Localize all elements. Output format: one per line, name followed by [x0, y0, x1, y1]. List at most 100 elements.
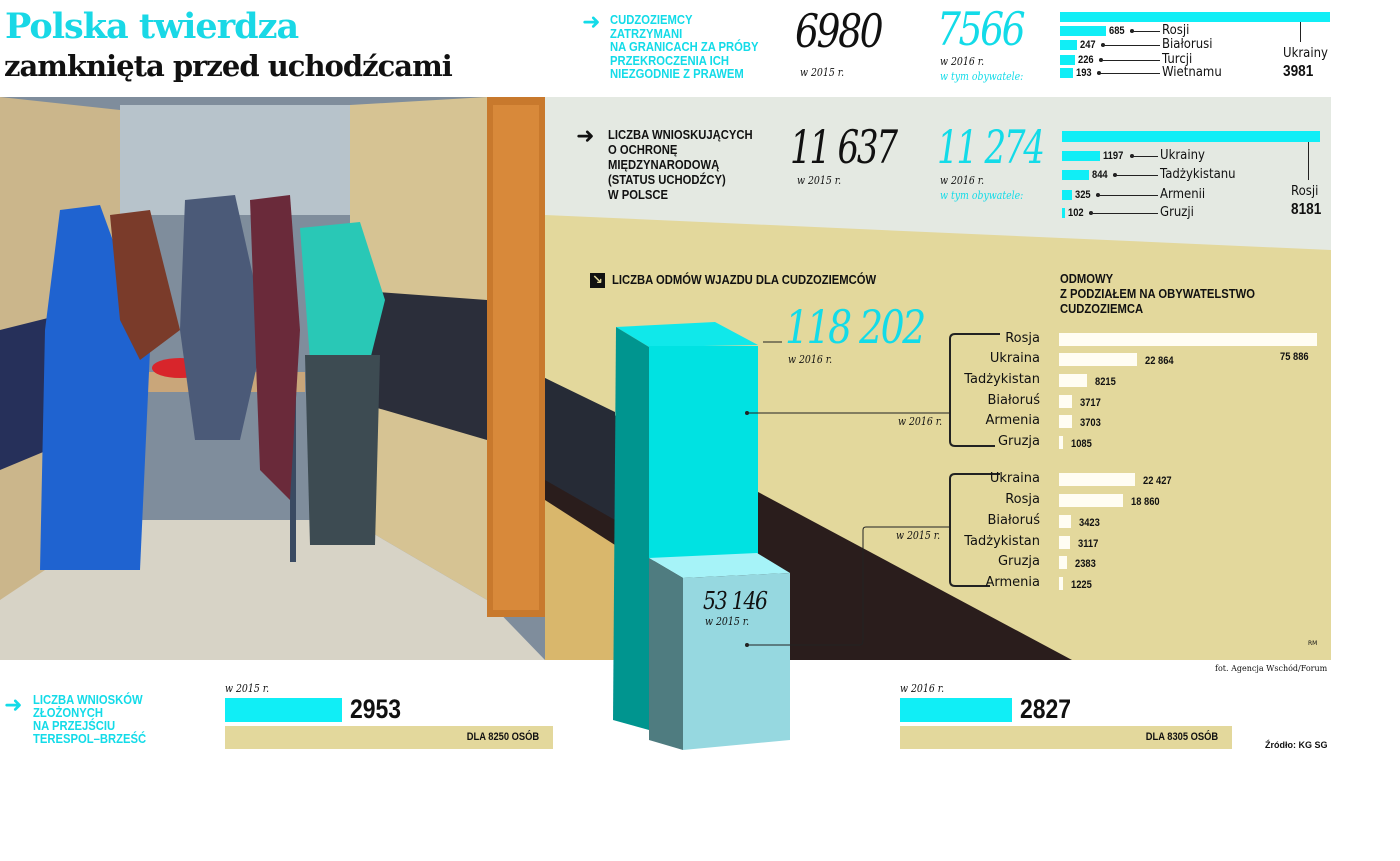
bar — [1060, 55, 1076, 65]
bar — [1062, 131, 1320, 142]
refusals-heading: LICZBA ODMÓW WJAZDU DLA CUDZOZIEMCÓW — [612, 273, 877, 287]
persons-bar: DLA 8250 OSÓB — [225, 726, 553, 749]
author-initials: RM — [1308, 640, 1318, 647]
persons-label: DLA 8250 OSÓB — [466, 731, 539, 743]
leader-line — [1089, 213, 1158, 214]
category-label: Ukraina — [989, 471, 1040, 486]
category-label: Wietnamu — [1162, 65, 1222, 80]
title-line1: Polska twierdza — [5, 6, 299, 47]
connector-dot — [745, 643, 749, 647]
category-label: Gruzji — [1160, 205, 1194, 220]
tan-floor — [545, 500, 615, 660]
bracket-2015 — [949, 473, 1000, 587]
value-label: 325 — [1075, 189, 1091, 201]
bar — [1059, 556, 1068, 569]
persons-bar: DLA 8305 OSÓB — [900, 726, 1232, 749]
column-2015-front — [683, 573, 790, 750]
value-label: 685 — [1109, 25, 1126, 37]
title-line: CUDZOZIEMCA — [1060, 302, 1144, 316]
category-label: Turcji — [1162, 52, 1193, 67]
connector-dot — [745, 411, 749, 415]
bar — [1059, 577, 1064, 590]
leader-line — [1112, 175, 1158, 176]
value-label: 2953 — [350, 694, 402, 724]
bar — [1059, 395, 1072, 408]
bar — [1059, 415, 1072, 428]
bar — [900, 698, 1012, 722]
bar — [1060, 40, 1077, 50]
dark-wall-band — [545, 378, 615, 520]
detained-2016-label: w 2016 r. — [940, 55, 985, 68]
category-label: Rosji — [1291, 184, 1319, 199]
caption-line: ZATRZYMANI — [610, 26, 683, 41]
category-label: Rosji — [1162, 23, 1190, 38]
detained-2015-value: 6980 — [795, 4, 884, 58]
value-label: 3981 — [1283, 63, 1314, 80]
value-label: 247 — [1079, 39, 1096, 51]
value-label: 3717 — [1079, 397, 1101, 409]
value-label: 18 860 — [1131, 496, 1160, 508]
category-label: Ukrainy — [1160, 148, 1205, 163]
leader-line — [1129, 156, 1158, 157]
category-label: Białoruś — [987, 393, 1040, 408]
value-label: 193 — [1076, 67, 1092, 79]
category-label: Tadżykistanu — [1160, 167, 1236, 182]
refusals-2016-label: w 2016 r. — [788, 353, 833, 366]
detained-citizens-label: w tym obywatele: — [940, 70, 1024, 83]
bar — [1060, 68, 1074, 78]
bar — [1059, 333, 1317, 346]
applicants-2015-label: w 2015 r. — [797, 174, 842, 187]
bar — [1062, 170, 1089, 180]
applicants-2016-value: 11 274 — [937, 120, 1045, 174]
caption-line: TERESPOL–BRZEŚĆ — [33, 732, 147, 746]
bracket-2016-label: w 2016 r. — [898, 415, 943, 428]
applicants-caption: LICZBA WNIOSKUJĄCYCH O OCHRONĘ MIĘDZYNAR… — [608, 128, 753, 203]
arrow-right-icon: ➜ — [576, 124, 595, 149]
value-label: 226 — [1078, 54, 1094, 66]
caption-line: CUDZOZIEMCY — [610, 13, 693, 27]
bar — [1059, 436, 1063, 449]
arrow-right-icon: ➜ — [4, 693, 23, 718]
arrow-right-icon: ➜ — [582, 10, 601, 35]
value-label: 8181 — [1291, 201, 1322, 218]
column-2015-side — [649, 558, 683, 750]
refusals-2015-label: w 2015 r. — [705, 615, 750, 628]
connector-2015 — [747, 526, 950, 646]
value-label: 1085 — [1070, 438, 1092, 450]
caption-line: PRZEKROCZENIA ICH — [610, 53, 729, 68]
caption-line: MIĘDZYNARODOWĄ — [608, 158, 720, 172]
leader-line — [1300, 22, 1301, 42]
category-label: Tadżykistan — [964, 372, 1040, 387]
column-2015-top — [649, 553, 790, 578]
title-line: ODMOWY — [1060, 272, 1114, 286]
category-label: Białorusi — [1162, 37, 1213, 52]
value-label: 2827 — [1020, 694, 1072, 724]
photo-credit: fot. Agencja Wschód/Forum — [1215, 664, 1328, 673]
bracket-2016 — [949, 333, 1000, 447]
bar — [225, 698, 342, 722]
title-line: Z PODZIAŁEM NA OBYWATELSTWO — [1060, 287, 1255, 301]
bracket-2015-label: w 2015 r. — [896, 529, 941, 542]
leader-line — [1100, 45, 1160, 46]
bar — [1062, 151, 1100, 161]
category-label: Rosja — [1005, 492, 1040, 507]
arrow-down-right-icon: ↘ — [590, 273, 605, 288]
caption-line: O OCHRONĘ — [608, 143, 678, 157]
value-label: 1197 — [1102, 150, 1124, 162]
applicants-2016-label: w 2016 r. — [940, 174, 985, 187]
caption-line: LICZBA WNIOSKUJĄCYCH — [608, 128, 753, 142]
value-label: 102 — [1068, 207, 1084, 219]
detained-caption: CUDZOZIEMCY ZATRZYMANI NA GRANICACH ZA P… — [610, 13, 759, 82]
value-label: 844 — [1091, 169, 1108, 181]
caption-line: NIEZGODNIE Z PRAWEM — [610, 67, 744, 81]
refusals-2015-value: 53 146 — [703, 587, 768, 615]
category-label: Białoruś — [987, 513, 1040, 528]
leader-line — [1097, 73, 1160, 74]
category-label: Armenia — [985, 575, 1041, 590]
caption-line: NA GRANICACH ZA PRÓBY — [610, 40, 759, 54]
value-label: 75 886 — [1280, 351, 1309, 363]
bar — [1062, 208, 1066, 218]
bar — [1060, 26, 1107, 36]
column-2016-front — [649, 346, 758, 561]
